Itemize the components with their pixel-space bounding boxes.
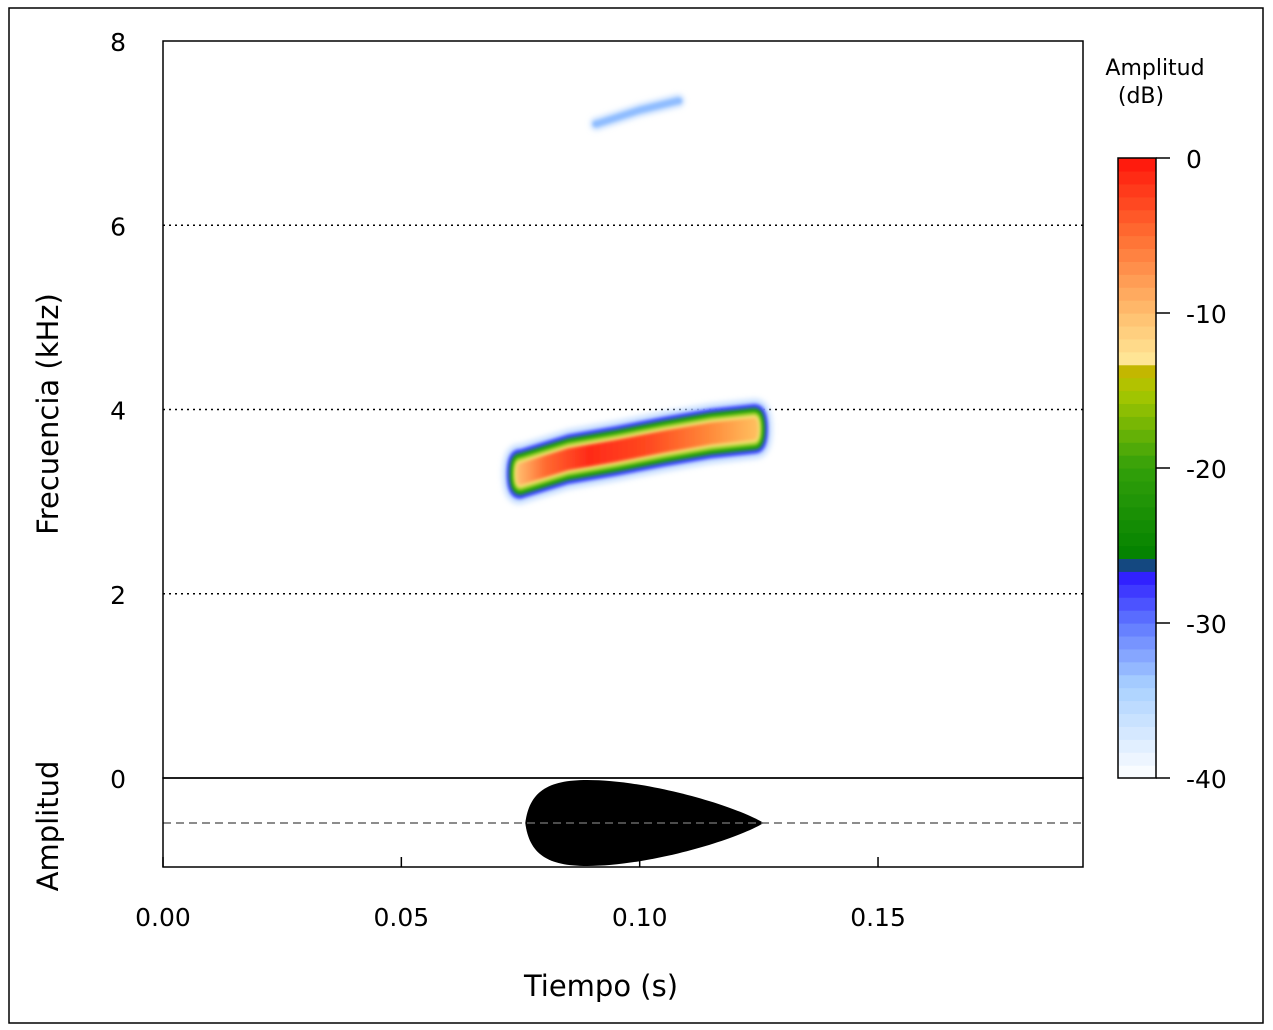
colorbar-step bbox=[1118, 364, 1156, 379]
colorbar-step bbox=[1118, 183, 1156, 198]
oscillogram-axis-title: Amplitud bbox=[31, 761, 65, 892]
colorbar-step bbox=[1118, 416, 1156, 430]
colorbar-step bbox=[1118, 235, 1156, 250]
time-axis-title: Tiempo (s) bbox=[523, 969, 678, 1003]
colorbar: Amplitud (dB) 0 -10 -20 -30 -40 bbox=[1105, 56, 1226, 794]
frequency-axis: 2 4 6 8 bbox=[110, 28, 126, 610]
colorbar-step bbox=[1118, 468, 1156, 482]
y-tick-label-4: 4 bbox=[110, 397, 126, 426]
spectrogram-panel: 2 4 6 8 Frecuencia (kHz) bbox=[31, 28, 1084, 779]
colorbar-step bbox=[1118, 480, 1156, 495]
colorbar-step bbox=[1118, 739, 1156, 753]
colorbar-step bbox=[1118, 170, 1156, 185]
frequency-axis-title: Frecuencia (kHz) bbox=[31, 293, 65, 535]
colorbar-step bbox=[1118, 687, 1156, 702]
x-tick-label-0.00: 0.00 bbox=[135, 903, 191, 932]
colorbar-step bbox=[1118, 571, 1156, 585]
colorbar-step bbox=[1118, 752, 1156, 766]
colorbar-step bbox=[1118, 377, 1156, 392]
oscillogram-plot-area bbox=[162, 777, 1084, 868]
colorbar-step bbox=[1118, 506, 1156, 521]
colorbar-step bbox=[1118, 584, 1156, 598]
call-1-level-5 bbox=[516, 417, 759, 485]
colorbar-tick-label--40: -40 bbox=[1186, 765, 1227, 794]
colorbar-step bbox=[1118, 610, 1156, 624]
colorbar-step bbox=[1118, 248, 1156, 262]
colorbar-step bbox=[1118, 390, 1156, 405]
oscillogram-tick-0: 0 bbox=[110, 765, 126, 794]
colorbar-step bbox=[1118, 519, 1156, 534]
colorbar-step bbox=[1118, 493, 1156, 508]
colorbar-step bbox=[1118, 261, 1156, 275]
colorbar-step bbox=[1118, 158, 1156, 172]
colorbar-tick-label--20: -20 bbox=[1186, 455, 1227, 484]
colorbar-tick-label--10: -10 bbox=[1186, 300, 1227, 329]
colorbar-ticks: 0 -10 -20 -30 -40 bbox=[1156, 145, 1227, 794]
x-tick-label-0.05: 0.05 bbox=[374, 903, 430, 932]
colorbar-step bbox=[1118, 325, 1156, 340]
colorbar-step bbox=[1118, 403, 1156, 417]
colorbar-step bbox=[1118, 700, 1156, 715]
y-tick-label-2: 2 bbox=[110, 581, 126, 610]
colorbar-step bbox=[1118, 455, 1156, 469]
oscillogram-panel: 0 Amplitud bbox=[31, 761, 1084, 892]
call-2-core bbox=[592, 97, 682, 127]
colorbar-step bbox=[1118, 558, 1156, 572]
colorbar-step bbox=[1118, 196, 1156, 211]
colorbar-step bbox=[1118, 429, 1156, 443]
y-tick-label-6: 6 bbox=[110, 212, 126, 241]
colorbar-step bbox=[1118, 442, 1156, 456]
colorbar-step bbox=[1118, 351, 1156, 366]
colorbar-step bbox=[1118, 726, 1156, 740]
colorbar-tick-label--30: -30 bbox=[1186, 610, 1227, 639]
colorbar-step bbox=[1118, 545, 1156, 560]
colorbar-step bbox=[1118, 765, 1156, 779]
figure-frame bbox=[8, 7, 1264, 1024]
colorbar-step bbox=[1118, 300, 1156, 314]
colorbar-step bbox=[1118, 623, 1156, 637]
colorbar-step bbox=[1118, 287, 1156, 301]
x-tick-label-0.10: 0.10 bbox=[612, 903, 668, 932]
colorbar-step bbox=[1118, 532, 1156, 547]
colorbar-tick-label-0: 0 bbox=[1186, 145, 1202, 174]
colorbar-step bbox=[1118, 313, 1156, 327]
x-tick-label-0.15: 0.15 bbox=[850, 903, 906, 932]
colorbar-step bbox=[1118, 674, 1156, 689]
colorbar-step bbox=[1118, 209, 1156, 224]
colorbar-step bbox=[1118, 648, 1156, 663]
colorbar-step bbox=[1118, 597, 1156, 611]
colorbar-step bbox=[1118, 661, 1156, 676]
time-axis: 0.00 0.05 0.10 0.15 bbox=[135, 857, 906, 932]
colorbar-step bbox=[1118, 222, 1156, 237]
spectrogram-calls bbox=[502, 94, 773, 504]
colorbar-scale bbox=[1118, 158, 1156, 779]
colorbar-step bbox=[1118, 338, 1156, 353]
y-tick-label-8: 8 bbox=[110, 28, 126, 57]
colorbar-step bbox=[1118, 274, 1156, 288]
colorbar-title-amplitude: Amplitud bbox=[1105, 56, 1204, 81]
colorbar-step bbox=[1118, 635, 1156, 650]
colorbar-step bbox=[1118, 713, 1156, 727]
colorbar-title-unit: (dB) bbox=[1118, 84, 1164, 109]
